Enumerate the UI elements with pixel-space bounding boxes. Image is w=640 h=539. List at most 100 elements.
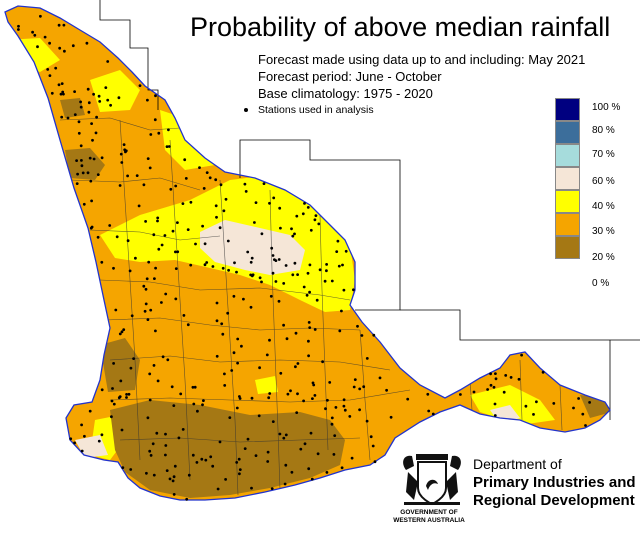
station-dot: [172, 230, 175, 233]
station-dot: [291, 273, 294, 276]
station-dot: [152, 442, 155, 445]
station-dot: [111, 400, 114, 403]
station-dot: [279, 227, 282, 230]
station-dot: [311, 478, 314, 481]
stations-legend: Stations used in analysis: [244, 104, 374, 116]
station-dot: [192, 403, 195, 406]
station-dot: [122, 328, 125, 331]
station-dot: [227, 269, 230, 272]
legend-label-40: 40 %: [592, 201, 615, 212]
station-dot: [194, 243, 197, 246]
station-dot: [319, 268, 322, 271]
crest-text-line-2: WESTERN AUSTRALIA: [383, 517, 475, 524]
station-dot: [255, 201, 258, 204]
station-dot: [164, 454, 167, 457]
station-dot: [308, 291, 311, 294]
station-dot: [209, 455, 212, 458]
station-dot: [291, 471, 294, 474]
station-dot: [175, 267, 178, 270]
legend-swatch-100: [555, 98, 580, 121]
station-dot: [95, 116, 98, 119]
station-dot: [176, 221, 179, 224]
station-dot: [169, 478, 172, 481]
station-dot: [146, 99, 149, 102]
station-dot: [340, 310, 343, 313]
station-dot: [532, 413, 535, 416]
rainfall-map-figure: Probability of above median rainfall For…: [0, 0, 640, 539]
station-dot: [114, 309, 117, 312]
station-dot: [268, 202, 271, 205]
station-dot: [379, 377, 382, 380]
station-dot: [187, 323, 190, 326]
station-dot: [118, 396, 121, 399]
station-dot: [144, 220, 147, 223]
station-dot: [272, 197, 275, 200]
station-dot: [156, 217, 159, 220]
station-dot: [239, 468, 242, 471]
station-dot: [317, 223, 320, 226]
station-dot: [72, 44, 75, 47]
station-dot: [120, 161, 123, 164]
station-dot: [251, 257, 254, 260]
legend-swatch-70: [555, 144, 580, 167]
station-dot: [296, 273, 299, 276]
station-dot: [48, 42, 51, 45]
station-dot: [331, 280, 334, 283]
station-dot: [333, 434, 336, 437]
station-dot: [372, 445, 375, 448]
station-dot: [80, 106, 83, 109]
station-dot: [220, 183, 223, 186]
station-dot: [174, 298, 177, 301]
station-dot: [215, 216, 218, 219]
station-dot: [338, 330, 341, 333]
station-dot: [279, 372, 282, 375]
station-dot: [134, 257, 137, 260]
station-dot: [473, 391, 476, 394]
station-dot: [154, 267, 157, 270]
station-dot: [126, 175, 129, 178]
station-dot: [147, 261, 150, 264]
station-dot: [295, 411, 298, 414]
station-dot: [142, 285, 145, 288]
station-dot: [172, 404, 175, 407]
station-dot: [225, 198, 228, 201]
station-dot: [314, 328, 317, 331]
station-dot: [203, 187, 206, 190]
station-dot-icon: [244, 108, 248, 112]
station-dot: [49, 74, 52, 77]
station-dot: [119, 380, 122, 383]
station-dot: [358, 408, 361, 411]
station-dot: [101, 156, 104, 159]
station-dot: [302, 400, 305, 403]
station-dot: [171, 385, 174, 388]
station-dot: [80, 144, 83, 147]
station-dot: [282, 324, 285, 327]
station-dot: [432, 413, 435, 416]
station-dot: [82, 172, 85, 175]
station-dot: [219, 441, 222, 444]
station-dot: [270, 295, 273, 298]
station-dot: [307, 354, 310, 357]
station-dot: [221, 333, 224, 336]
station-dot: [46, 68, 49, 71]
station-dot: [266, 460, 269, 463]
station-dot: [198, 166, 201, 169]
station-dot: [266, 354, 269, 357]
station-dot: [130, 367, 133, 370]
legend-label-60: 60 %: [592, 176, 615, 187]
station-dot: [233, 351, 236, 354]
station-dot: [343, 289, 346, 292]
station-dot: [296, 392, 299, 395]
station-dot: [577, 397, 580, 400]
station-dot: [101, 388, 104, 391]
station-dot: [147, 157, 150, 160]
station-dot: [125, 396, 128, 399]
station-dot: [255, 454, 258, 457]
station-dot: [157, 248, 160, 251]
station-dot: [535, 400, 538, 403]
station-dot: [118, 96, 121, 99]
station-dot: [136, 174, 139, 177]
station-dot: [324, 280, 327, 283]
station-dot: [510, 376, 513, 379]
station-dot: [258, 414, 261, 417]
